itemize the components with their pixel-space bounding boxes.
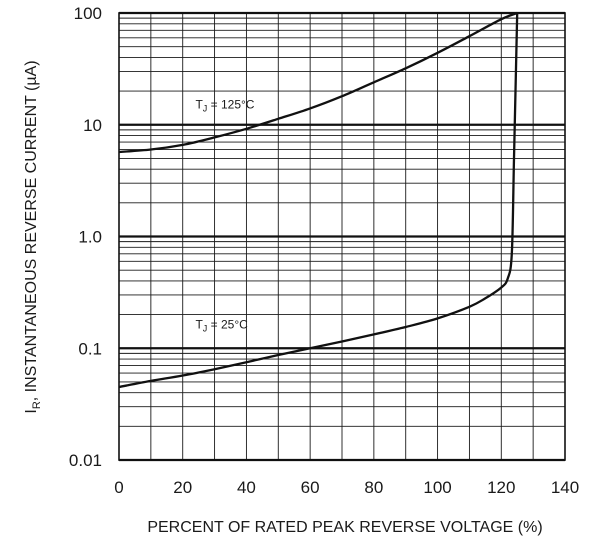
series-line-tj-25c bbox=[118, 12, 519, 389]
y-tick-label: 1.0 bbox=[78, 228, 102, 247]
x-tick-label: 20 bbox=[173, 478, 192, 497]
x-axis-title: PERCENT OF RATED PEAK REVERSE VOLTAGE (%… bbox=[147, 519, 542, 536]
major-grid bbox=[118, 11, 566, 462]
y-tick-labels: 100 10 1.0 0.1 0.01 bbox=[69, 4, 102, 470]
y-tick-label: 0.01 bbox=[69, 451, 102, 470]
x-tick-label: 140 bbox=[551, 478, 579, 497]
series-line-tj-125c bbox=[118, 11, 518, 154]
x-tick-label: 100 bbox=[423, 478, 451, 497]
y-tick-label: 10 bbox=[83, 116, 102, 135]
y-axis-title-subscript: R bbox=[31, 401, 43, 409]
series-layer bbox=[118, 11, 519, 389]
y-axis-title-rest: , INSTANTANEOUS REVERSE CURRENT (µA) bbox=[23, 60, 40, 401]
curve-label-tj-25c: TJ = 25°C bbox=[195, 318, 248, 334]
x-tick-label: 40 bbox=[237, 478, 256, 497]
plot-frame bbox=[118, 12, 566, 461]
x-tick-label: 60 bbox=[301, 478, 320, 497]
y-axis-title-main: I bbox=[23, 409, 40, 413]
y-axis-title: IR, INSTANTANEOUS REVERSE CURRENT (µA) bbox=[23, 60, 43, 413]
x-tick-label: 120 bbox=[487, 478, 515, 497]
x-tick-label: 80 bbox=[364, 478, 383, 497]
y-tick-label: 0.1 bbox=[78, 339, 102, 358]
curve-labels: TJ = 125°C TJ = 25°C bbox=[195, 97, 254, 333]
x-tick-labels: 0 20 40 60 80 100 120 140 bbox=[114, 478, 579, 497]
x-tick-label: 0 bbox=[114, 478, 123, 497]
curve-label-tj-125c: TJ = 125°C bbox=[195, 97, 254, 113]
y-tick-label: 100 bbox=[74, 4, 102, 23]
